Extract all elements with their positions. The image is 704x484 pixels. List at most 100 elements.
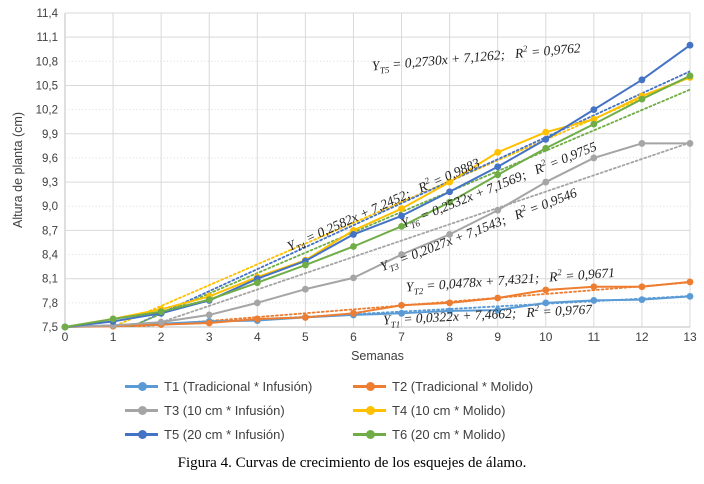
y-axis-title: Altura de planta (cm) [11,111,25,229]
y-tick-label: 9,0 [42,201,58,213]
legend-marker-T5 [125,430,158,439]
data-point-T1 [398,309,405,317]
data-point-T2 [350,309,357,317]
x-tick-label: 9 [494,330,501,344]
series-line-T5 [64,44,691,328]
legend-marker-T6 [353,430,386,439]
legend-item-T6: T6 (20 cm * Molido) [353,427,595,442]
x-tick-label: 1 [110,330,117,344]
data-point-T3 [590,154,598,162]
data-point-T4 [590,115,598,123]
y-tick-label: 10,8 [36,56,58,68]
x-tick-label: 10 [539,330,553,344]
data-point-T5 [542,136,550,143]
data-point-T6 [301,261,309,269]
data-point-T4 [446,178,454,186]
y-tick-label: 11,1 [36,32,58,44]
data-point-T6 [157,308,165,316]
legend-marker-T2 [353,382,386,391]
data-point-T3 [205,311,213,319]
legend-item-T3: T3 (10 cm * Infusión) [125,403,353,418]
data-point-T6 [109,315,117,323]
legend-item-T5: T5 (20 cm * Infusión) [125,427,353,442]
data-point-T6 [350,243,357,250]
x-tick-label: 4 [254,330,261,344]
trendline-T3 [144,141,690,327]
legend-label-T2: T2 (Tradicional * Molido) [392,379,534,394]
data-point-T6 [253,279,261,287]
y-tick-label: 8,7 [42,225,58,237]
data-point-T3 [301,285,309,293]
series-line-T4 [64,76,691,328]
x-tick-label: 8 [446,330,453,344]
x-tick-label: 11 [588,330,601,344]
legend-item-T1: T1 (Tradicional * Infusión) [125,379,353,394]
data-point-T2 [446,299,454,307]
y-tick-label: 10,2 [36,105,58,117]
y-tick-label: 9,9 [42,129,58,141]
data-point-T1 [542,299,550,307]
data-point-T5 [398,212,405,220]
data-point-T2 [205,319,213,327]
data-point-T2 [494,294,502,302]
data-point-T6 [686,72,694,80]
chart-area: 7,5 7,8 8,1 8,4 8,7 9,0 9,3 9,6 9,9 10,2 10,5 10,8 1… [11,8,697,363]
data-point-T4 [542,128,550,136]
data-point-T2 [253,315,261,323]
data-point-T1 [638,296,646,304]
y-tick-label: 7,5 [42,322,58,334]
chart-legend: T1 (Tradicional * Infusión) T2 (Tradicion… [125,379,595,442]
data-point-T2 [542,286,550,294]
data-point-T6 [446,198,454,206]
data-point-T2 [590,283,598,291]
legend-label-T4: T4 (10 cm * Molido) [392,403,506,418]
data-point-T1 [686,293,694,300]
x-tick-label: 6 [350,330,357,344]
data-point-T2 [638,283,646,291]
data-point-T3 [542,178,550,186]
data-point-T5 [590,106,598,114]
data-point-T4 [494,148,502,156]
legend-label-T3: T3 (10 cm * Infusión) [164,403,285,418]
data-point-T3 [686,140,694,147]
legend-label-T5: T5 (20 cm * Infusión) [164,427,285,442]
legend-item-T2: T2 (Tradicional * Molido) [353,379,595,394]
data-point-T2 [398,301,405,309]
growth-chart: 7,5 7,8 8,1 8,4 8,7 9,0 9,3 9,6 9,9 10,2 10,5 10,8 1… [36,8,697,344]
data-point-T5 [638,76,646,84]
legend-marker-T1 [125,382,158,391]
series-line-T3 [64,142,691,328]
series-line-T2 [64,280,691,328]
legend-label-T1: T1 (Tradicional * Infusión) [164,379,313,394]
data-point-T6 [590,120,598,128]
data-point-T3 [157,318,165,326]
data-point-T3 [398,251,405,258]
data-point-T3 [350,274,357,282]
legend-item-T4: T4 (10 cm * Molido) [353,403,595,418]
y-tick-label: 7,8 [42,298,58,310]
x-tick-label: 0 [62,330,69,344]
x-tick-label: 3 [206,330,213,344]
data-point-T4 [398,205,405,213]
legend-marker-T4 [353,406,386,415]
y-tick-label: 11,4 [36,8,58,20]
x-tick-label: 13 [683,330,697,344]
data-point-T2 [686,278,694,286]
data-point-T3 [253,299,261,307]
data-point-T5 [494,163,502,171]
y-tick-label: 9,6 [42,153,58,165]
data-point-T5 [686,41,694,49]
x-tick-label: 2 [158,330,165,344]
y-tick-label: 8,1 [42,274,58,286]
y-tick-label: 10,5 [36,80,58,92]
data-point-T6 [542,144,550,152]
data-point-T6 [638,95,646,103]
x-tick-label: 7 [398,330,405,344]
figure-caption: Figura 4. Curvas de crecimiento de los e… [177,455,527,471]
data-point-T3 [638,140,646,147]
data-point-T1 [446,307,454,315]
x-tick-label: 5 [302,330,309,344]
y-tick-label: 9,3 [42,177,58,189]
data-point-T3 [446,231,454,238]
